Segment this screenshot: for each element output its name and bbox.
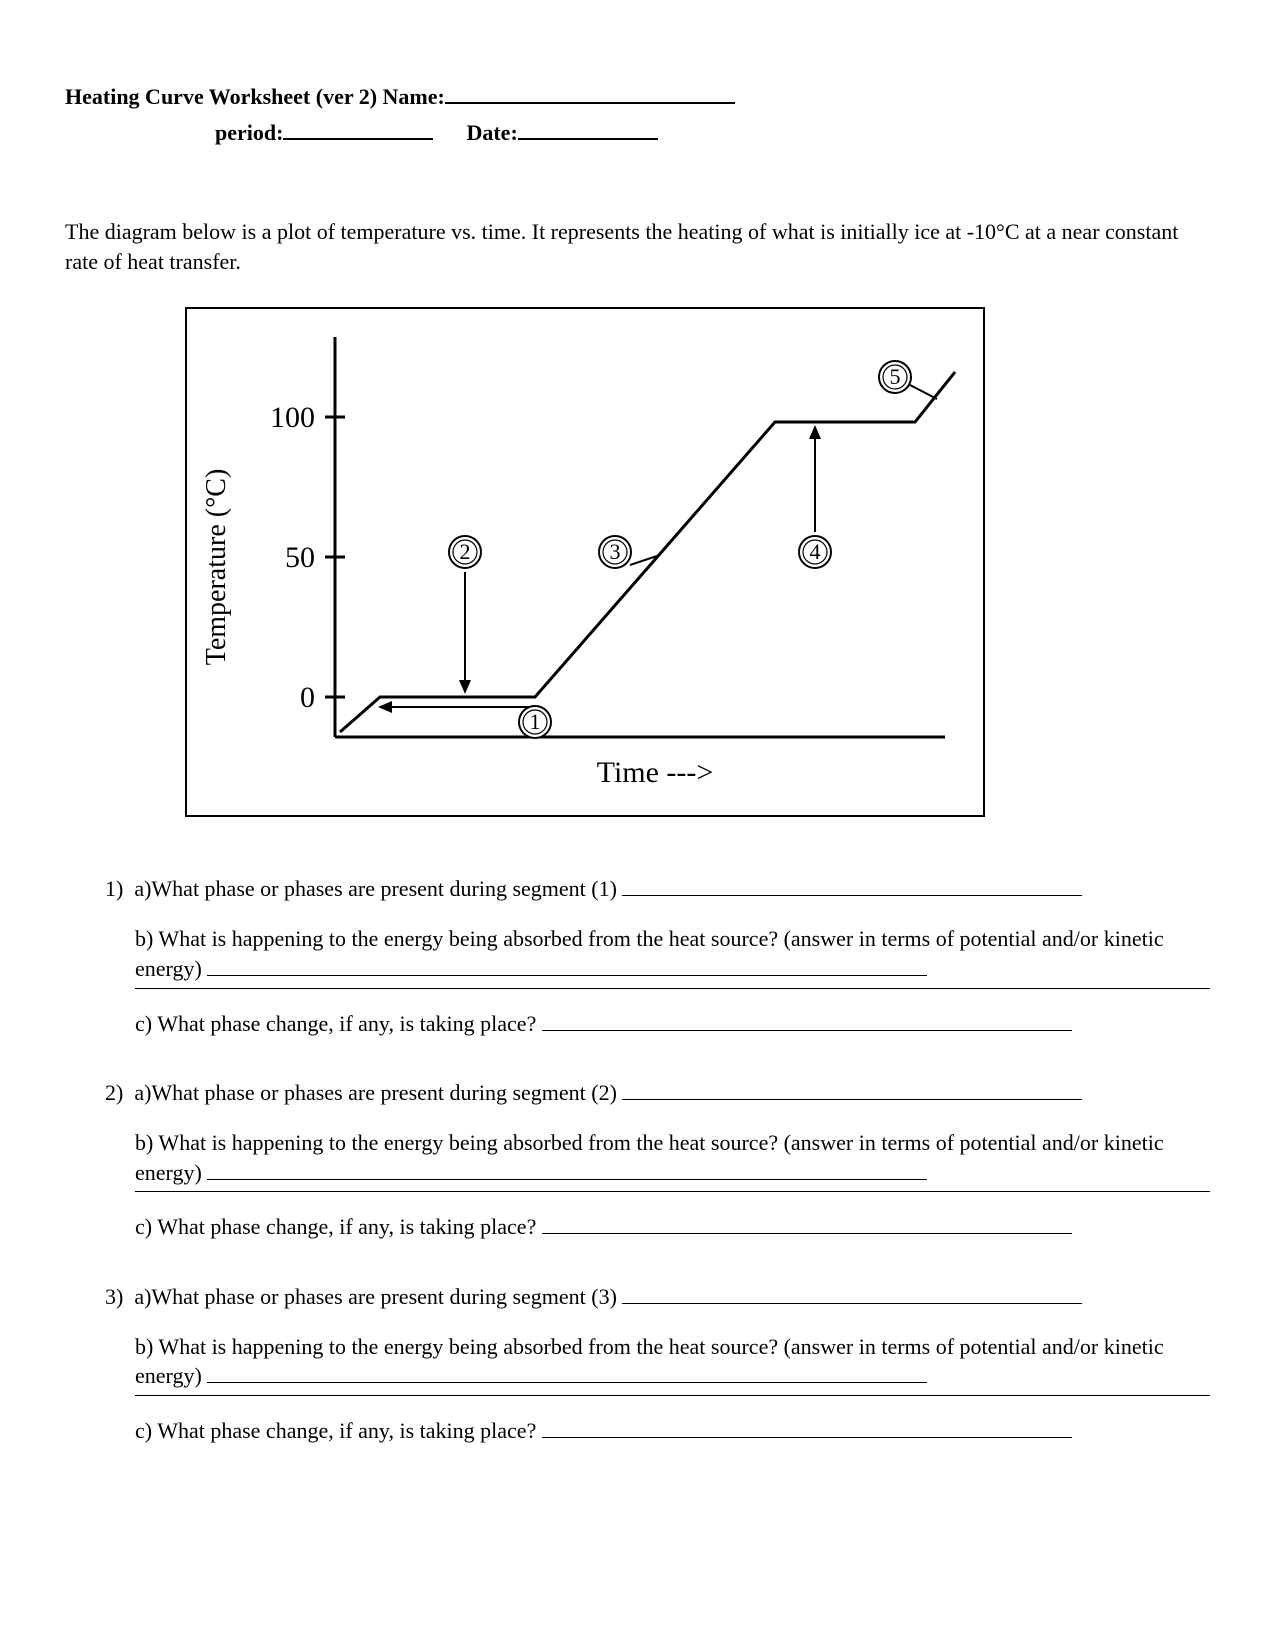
svg-text:4: 4 (810, 539, 821, 564)
svg-text:0: 0 (300, 681, 315, 714)
question-block: 2) a)What phase or phases are present du… (65, 1078, 1210, 1242)
question-b: b) What is happening to the energy being… (135, 924, 1210, 983)
worksheet-page: Heating Curve Worksheet (ver 2) Name: pe… (0, 0, 1275, 1510)
name-label: Name (383, 84, 438, 109)
question-block: 1) a)What phase or phases are present du… (65, 874, 1210, 1038)
question-a: 2) a)What phase or phases are present du… (105, 1078, 1210, 1108)
date-label: Date (466, 120, 510, 145)
svg-text:1: 1 (530, 709, 541, 734)
header-line-2: period: Date: (65, 116, 1210, 148)
svg-text:2: 2 (460, 539, 471, 564)
question-c: c) What phase change, if any, is taking … (135, 1416, 1210, 1446)
answer-rule[interactable] (135, 1395, 1210, 1396)
question-b: b) What is happening to the energy being… (135, 1128, 1210, 1187)
chart-svg: 0 50 100 Temperature (°C) Time ---> 1 2 3 4 5 (185, 307, 985, 817)
svg-text:Time --->: Time ---> (597, 756, 714, 789)
answer-rule[interactable] (135, 988, 1210, 989)
worksheet-title: Heating Curve Worksheet (ver 2) (65, 84, 383, 109)
question-a: 3) a)What phase or phases are present du… (105, 1282, 1210, 1312)
question-c: c) What phase change, if any, is taking … (135, 1212, 1210, 1242)
svg-text:Temperature (°C): Temperature (°C) (201, 468, 232, 665)
intro-paragraph: The diagram below is a plot of temperatu… (65, 217, 1210, 276)
svg-text:5: 5 (890, 364, 901, 389)
svg-text:50: 50 (285, 541, 315, 574)
question-c: c) What phase change, if any, is taking … (135, 1009, 1210, 1039)
header-line-1: Heating Curve Worksheet (ver 2) Name: (65, 80, 1210, 112)
heating-curve-chart: 0 50 100 Temperature (°C) Time ---> 1 2 3 4 5 (185, 307, 985, 825)
answer-rule[interactable] (135, 1191, 1210, 1192)
question-b: b) What is happening to the energy being… (135, 1332, 1210, 1391)
period-label: period (215, 120, 276, 145)
name-blank[interactable] (445, 80, 735, 104)
svg-text:3: 3 (610, 539, 621, 564)
question-block: 3) a)What phase or phases are present du… (65, 1282, 1210, 1446)
date-blank[interactable] (518, 116, 658, 140)
period-blank[interactable] (283, 116, 433, 140)
question-a: 1) a)What phase or phases are present du… (105, 874, 1210, 904)
questions-section: 1) a)What phase or phases are present du… (65, 874, 1210, 1445)
svg-text:100: 100 (270, 401, 315, 434)
